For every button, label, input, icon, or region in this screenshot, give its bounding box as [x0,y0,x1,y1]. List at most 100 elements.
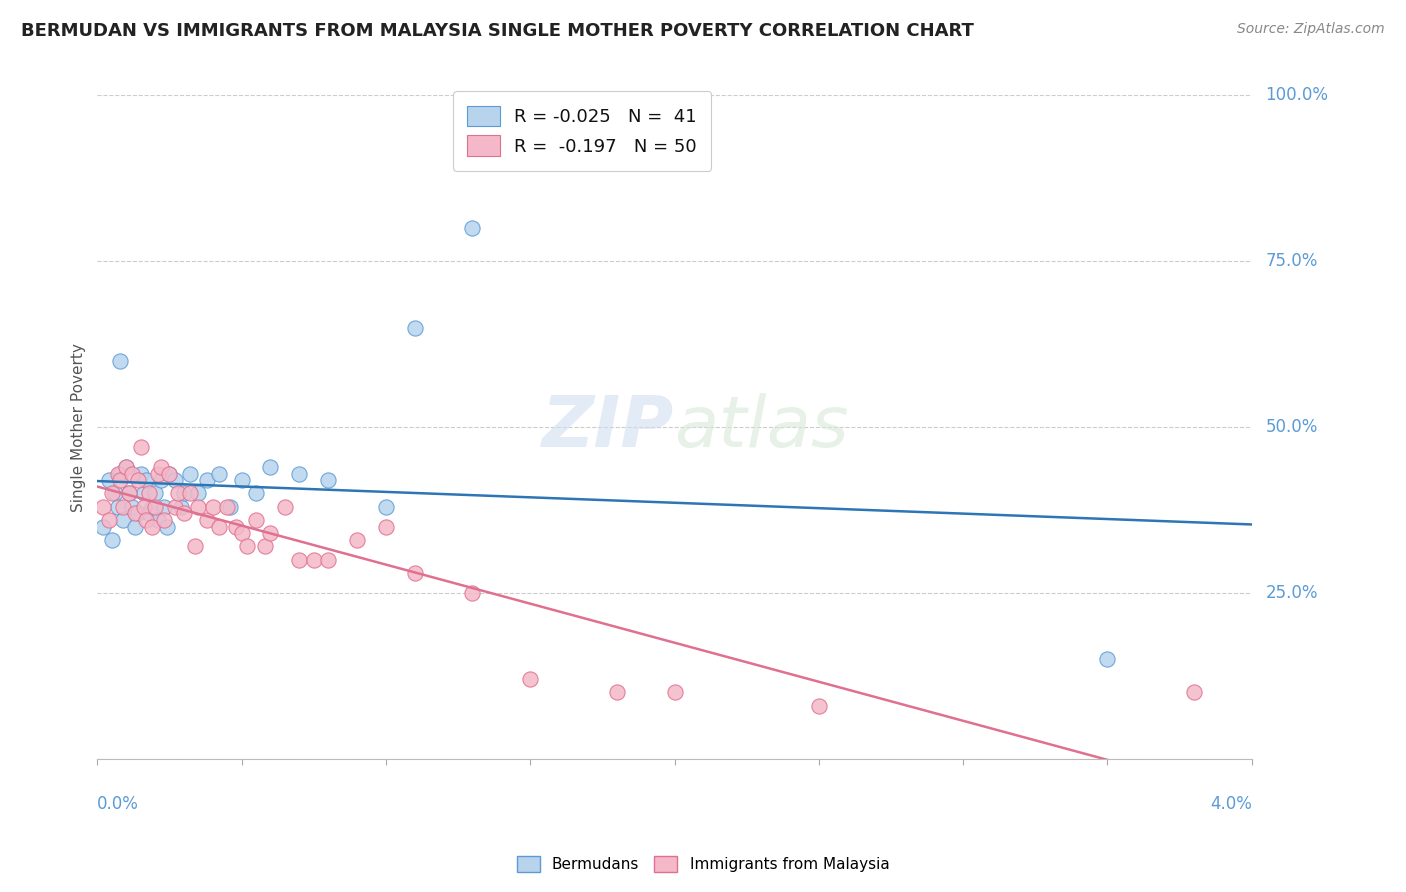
Point [259,459,281,474]
Point [461,586,484,600]
Point [461,221,484,235]
Point [118,486,141,500]
Point [207,467,229,481]
Text: 4.0%: 4.0% [1209,796,1251,814]
Point [374,500,396,514]
Point [404,566,426,580]
Point [152,513,174,527]
Point [664,685,686,699]
Point [132,486,155,500]
Point [143,486,166,500]
Point [159,467,181,481]
Point [143,500,166,514]
Point [127,473,149,487]
Point [1097,652,1119,666]
Point [146,513,169,527]
Point [1182,685,1205,699]
Point [115,459,138,474]
Point [135,513,157,527]
Point [179,486,201,500]
Text: BERMUDAN VS IMMIGRANTS FROM MALAYSIA SINGLE MOTHER POVERTY CORRELATION CHART: BERMUDAN VS IMMIGRANTS FROM MALAYSIA SIN… [21,22,974,40]
Point [195,513,218,527]
Point [132,500,155,514]
Point [104,486,127,500]
Point [201,500,224,514]
Point [173,486,195,500]
Point [179,467,201,481]
Point [101,533,124,547]
Point [245,486,267,500]
Point [152,500,174,514]
Point [807,698,830,713]
Point [231,473,253,487]
Text: ZIP: ZIP [543,392,675,461]
Point [124,519,146,533]
Text: 100.0%: 100.0% [1265,87,1329,104]
Point [288,467,311,481]
Point [149,473,172,487]
Point [217,500,239,514]
Point [121,467,143,481]
Legend: Bermudans, Immigrants from Malaysia: Bermudans, Immigrants from Malaysia [509,848,897,880]
Point [195,473,218,487]
Point [115,459,138,474]
Point [138,506,160,520]
Point [606,685,628,699]
Point [141,519,163,533]
Point [219,500,242,514]
Point [519,672,541,686]
Point [121,500,143,514]
Point [187,500,209,514]
Point [101,486,124,500]
Point [159,467,181,481]
Point [184,540,207,554]
Point [316,473,339,487]
Point [91,500,114,514]
Point [207,519,229,533]
Point [288,553,311,567]
Point [302,553,325,567]
Point [165,500,187,514]
Point [135,473,157,487]
Point [259,526,281,541]
Point [274,500,297,514]
Point [146,467,169,481]
Y-axis label: Single Mother Poverty: Single Mother Poverty [72,343,86,511]
Point [236,540,259,554]
Point [167,486,190,500]
Point [187,486,209,500]
Point [124,506,146,520]
Legend: R = -0.025   N =  41, R =  -0.197   N = 50: R = -0.025 N = 41, R = -0.197 N = 50 [453,91,711,170]
Point [245,513,267,527]
Point [110,467,132,481]
Point [91,519,114,533]
Point [141,500,163,514]
Text: 0.0%: 0.0% [97,796,139,814]
Point [316,553,339,567]
Point [112,513,135,527]
Point [170,500,193,514]
Point [155,519,177,533]
Text: 75.0%: 75.0% [1265,252,1317,270]
Point [112,500,135,514]
Point [138,486,160,500]
Point [97,473,120,487]
Point [225,519,247,533]
Point [346,533,368,547]
Point [129,440,152,454]
Point [253,540,276,554]
Point [118,486,141,500]
Point [127,506,149,520]
Point [129,467,152,481]
Text: 50.0%: 50.0% [1265,418,1317,436]
Point [374,519,396,533]
Point [173,506,195,520]
Point [97,513,120,527]
Text: atlas: atlas [675,392,849,461]
Point [107,467,129,481]
Point [110,353,132,368]
Text: 25.0%: 25.0% [1265,584,1317,602]
Text: Source: ZipAtlas.com: Source: ZipAtlas.com [1237,22,1385,37]
Point [404,320,426,334]
Point [165,473,187,487]
